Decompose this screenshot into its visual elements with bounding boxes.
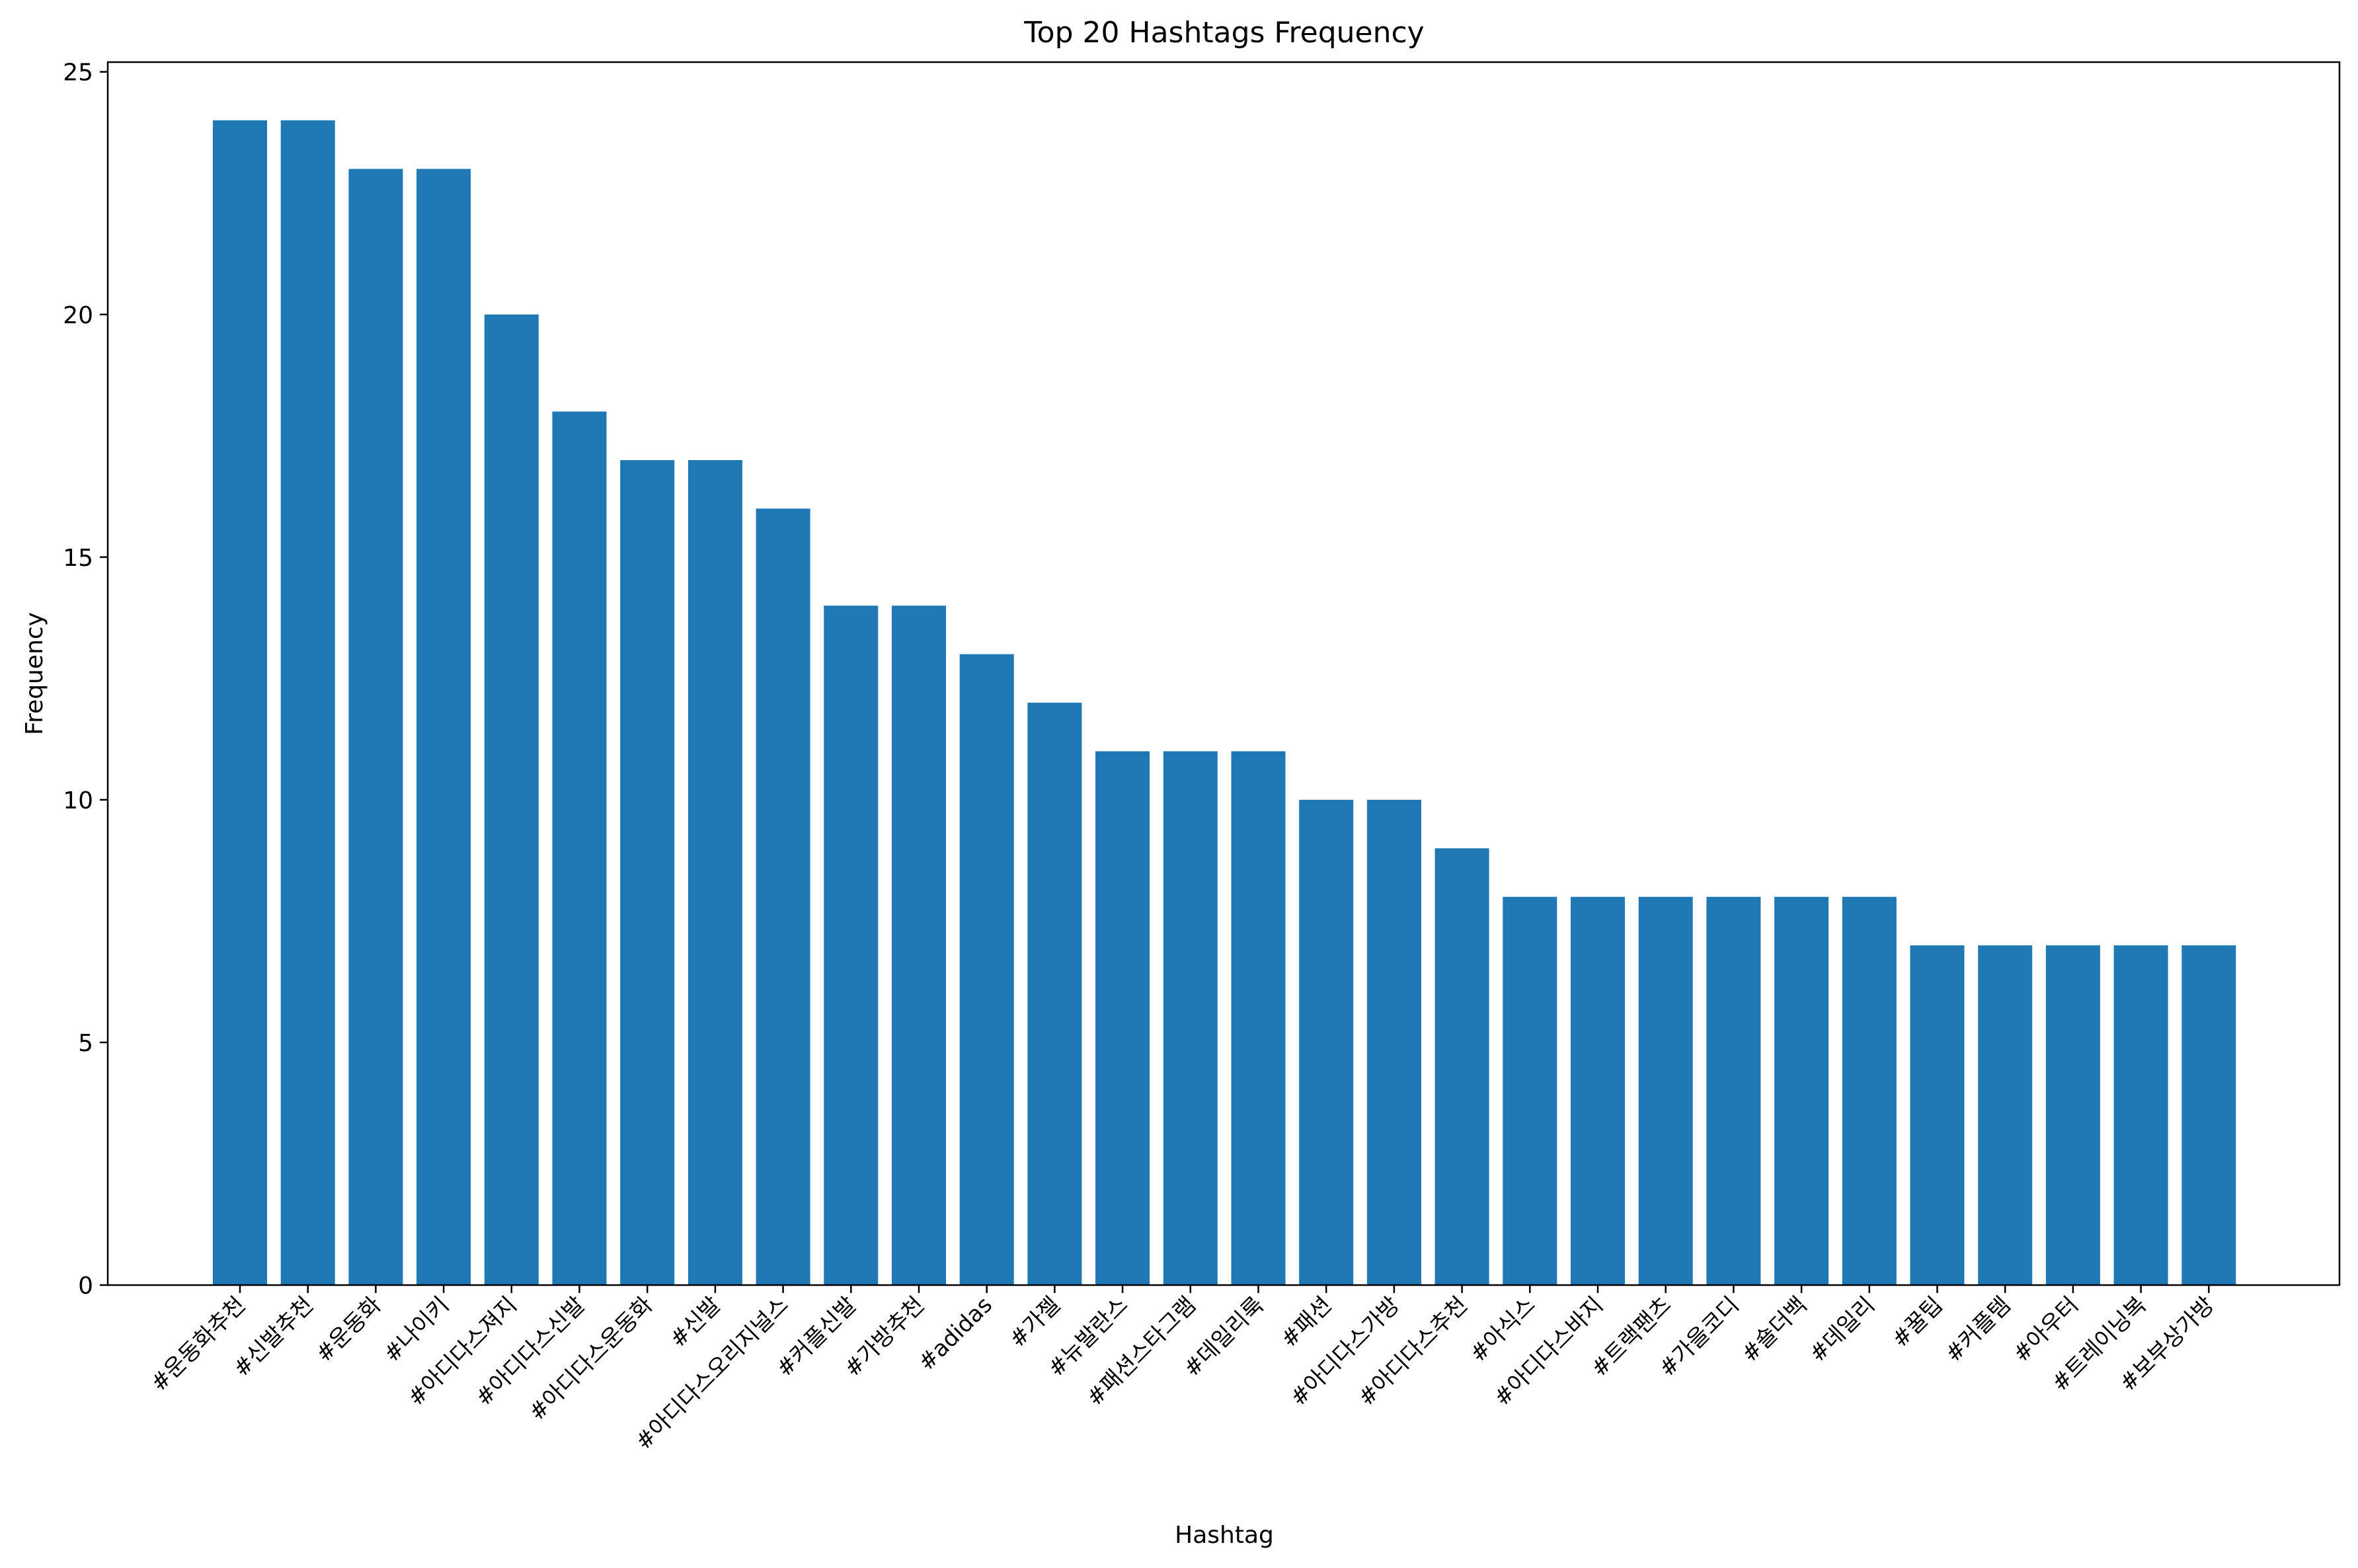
bar [1095, 751, 1150, 1285]
y-tick-label: 0 [78, 1273, 93, 1300]
bar [620, 459, 675, 1285]
x-tick-label: #숄더백 [1737, 1292, 1813, 1368]
x-tick-label: #꿀팁 [1887, 1292, 1948, 1353]
bar [2181, 945, 2236, 1285]
x-tick-label: #아디다스운동화 [524, 1292, 658, 1426]
x-axis-label: Hashtag [1175, 1522, 1274, 1549]
x-tick-label: #패션 [1276, 1292, 1337, 1353]
x-tick-label: #운동화추천 [145, 1292, 251, 1397]
bar [1503, 896, 1557, 1285]
bar [1366, 799, 1421, 1285]
plot-frame [106, 61, 2341, 1286]
y-axis-ticks: 0 5 10 15 20 25 [63, 59, 108, 1300]
x-tick-label: #adidas [913, 1292, 998, 1376]
y-tick-label: 10 [63, 787, 93, 814]
bar [1163, 751, 1218, 1285]
bar [1299, 799, 1354, 1285]
bar [1978, 945, 2033, 1285]
bar [348, 169, 403, 1285]
bar [1638, 896, 1693, 1285]
bars-layer [213, 120, 2236, 1286]
bar [1434, 848, 1489, 1285]
x-tick-label: #신발 [665, 1292, 727, 1353]
y-tick-label: 5 [78, 1030, 93, 1057]
bar [2113, 945, 2168, 1285]
bar [1706, 896, 1761, 1285]
bar [484, 314, 539, 1285]
y-axis-label: Frequency [21, 612, 48, 735]
bar [688, 459, 742, 1285]
bar [1774, 896, 1829, 1285]
y-tick-label: 20 [63, 302, 93, 329]
bar [1842, 896, 1897, 1285]
chart-title: Top 20 Hashtags Frequency [1023, 16, 1424, 50]
y-tick-label: 25 [63, 59, 93, 87]
bar [213, 120, 267, 1286]
bar [1027, 703, 1082, 1285]
bar [1910, 945, 1965, 1285]
x-tick-label: #가젤 [1004, 1292, 1066, 1353]
bar [756, 508, 810, 1285]
bar [280, 120, 335, 1286]
bar [2045, 945, 2100, 1285]
x-tick-label: #데일리 [1804, 1292, 1880, 1368]
bar [824, 606, 879, 1285]
y-tick-label: 15 [63, 545, 93, 572]
bar [1231, 751, 1286, 1285]
x-tick-label: #운동화 [311, 1292, 387, 1368]
x-axis-ticks: #운동화추천#신발추천#운동화#나이키#아디다스져지#아디다스신발#아디다스운동… [145, 1285, 2220, 1456]
bar [552, 411, 607, 1285]
bar [959, 654, 1014, 1285]
bar [1571, 896, 1625, 1285]
bar [416, 169, 471, 1285]
bar [892, 606, 946, 1285]
x-tick-label: #커플템 [1940, 1292, 2016, 1368]
